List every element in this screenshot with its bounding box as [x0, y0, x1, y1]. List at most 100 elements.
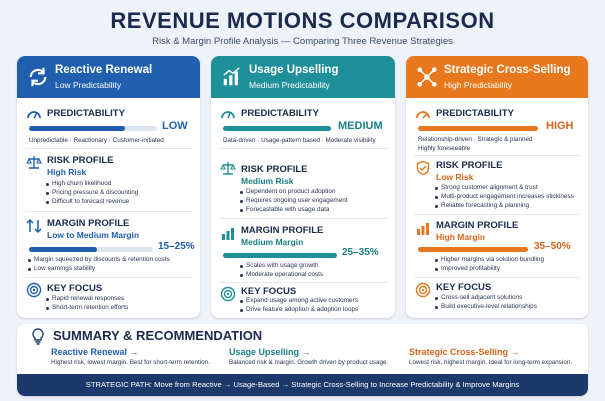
predictability-bar-fill	[223, 126, 331, 131]
card-header: Reactive Renewal Low Predictability	[17, 56, 200, 98]
summary-item-desc: Lowest risk, highest margin. Ideal for l…	[409, 359, 573, 366]
page-title: REVENUE MOTIONS COMPARISON	[110, 8, 495, 33]
list-item: Moderate operational costs	[239, 271, 323, 280]
list-item: Strong customer alignment & trust	[434, 184, 574, 193]
summary-item-title: Strategic Cross-Selling →	[409, 347, 520, 357]
margin-level: Medium Margin	[241, 237, 304, 247]
list-item: Multi-product engagement increases stick…	[434, 193, 574, 202]
margin-bar	[29, 247, 153, 252]
list-item: Build executive-level relationships	[434, 303, 537, 312]
divider	[219, 218, 387, 219]
gauge-icon	[416, 111, 430, 119]
risk-points: Strong customer alignment & trust Multi-…	[434, 184, 574, 210]
risk-heading: RISK PROFILE	[47, 155, 114, 166]
focus-heading: KEY FOCUS	[436, 282, 492, 293]
list-item: Pricing pressure & discounting	[45, 189, 138, 198]
predictability-bar-fill	[29, 126, 125, 131]
risk-heading: RISK PROFILE	[241, 164, 308, 175]
divider	[414, 155, 580, 156]
predictability-heading: PREDICTABILITY	[47, 108, 125, 119]
margin-points: Higher margins via solution bundling Imp…	[434, 256, 544, 274]
strategic-path-banner: STRATEGIC PATH: Move from Reactive → Usa…	[17, 374, 588, 396]
margin-points: Scales with usage growth Moderate operat…	[239, 262, 323, 280]
margin-bar-fill	[29, 247, 98, 252]
summary-panel: SUMMARY & RECOMMENDATION Reactive Renewa…	[17, 324, 588, 396]
card-header: Usage Upselling Medium Predictability	[211, 56, 395, 98]
margin-heading: MARGIN PROFILE	[436, 220, 519, 231]
arrows-icon	[26, 218, 42, 234]
list-item: High churn likelihood	[45, 180, 138, 189]
scale-icon	[26, 156, 42, 169]
margin-range: 25–35%	[342, 247, 379, 258]
list-item: Margin squeezed by discounts & retention…	[27, 256, 170, 265]
focus-heading: KEY FOCUS	[241, 286, 297, 297]
list-item: Difficult to forecast revenue	[45, 198, 138, 207]
summary-item-title: Usage Upselling →	[229, 347, 311, 357]
predictability-level: LOW	[162, 120, 188, 132]
predictability-bar	[223, 126, 331, 131]
risk-level: High Risk	[47, 167, 87, 177]
predictability-level: HIGH	[546, 120, 574, 132]
margin-bar-fill	[223, 253, 337, 258]
predictability-bar-fill	[418, 126, 538, 131]
summary-item-desc: Highest risk, lowest margin. Best for sh…	[51, 359, 210, 366]
bar-chart-icon	[223, 67, 240, 86]
lightbulb-icon	[32, 328, 44, 345]
summary-item-desc: Balanced risk & margin. Growth driven by…	[229, 359, 389, 366]
divider	[25, 211, 192, 212]
card-tag: Medium Predictability	[249, 80, 330, 90]
list-item: Rapid renewal responses	[45, 295, 128, 304]
margin-level: Low to Medium Margin	[47, 230, 140, 240]
card-reactive-renewal: Reactive Renewal Low Predictability PRED…	[17, 56, 200, 318]
card-usage-upselling: Usage Upselling Medium Predictability PR…	[211, 56, 395, 318]
predictability-note: Unpredictable · Reactionary · Customer-i…	[29, 137, 164, 144]
margin-range: 35–50%	[534, 241, 571, 252]
margin-range: 15–25%	[158, 241, 195, 252]
divider	[414, 214, 580, 215]
divider	[219, 282, 387, 283]
list-item: Drive feature adoption & adoption loops	[239, 306, 358, 315]
summary-title: SUMMARY & RECOMMENDATION	[53, 328, 263, 343]
network-icon	[417, 67, 437, 87]
bar-chart-icon	[417, 223, 429, 235]
margin-heading: MARGIN PROFILE	[241, 225, 324, 236]
list-item: Cross-sell adjacent solutions	[434, 294, 537, 303]
risk-points: Dependent on product adoption Requires o…	[239, 188, 348, 214]
target-icon	[220, 286, 236, 302]
card-header: Strategic Cross-Selling High Predictabil…	[406, 56, 588, 98]
predictability-bar	[29, 126, 157, 131]
list-item: Improved profitability	[434, 265, 544, 274]
list-item: Forecastable with usage data	[239, 206, 348, 215]
predictability-bar	[418, 126, 538, 131]
margin-bar	[223, 253, 337, 258]
predictability-note-line: Relationship-driven · Strategic & planne…	[418, 136, 533, 143]
margin-points: Margin squeezed by discounts & retention…	[27, 256, 170, 274]
divider	[25, 148, 192, 149]
margin-level: High Margin	[436, 232, 486, 242]
list-item: Low earnings stability	[27, 265, 170, 274]
list-item: Dependent on product adoption	[239, 188, 348, 197]
card-title: Strategic Cross-Selling	[444, 64, 571, 76]
refresh-icon	[29, 67, 47, 87]
list-item: Higher margins via solution bundling	[434, 256, 544, 265]
focus-points: Cross-sell adjacent solutions Build exec…	[434, 294, 537, 312]
risk-points: High churn likelihood Pricing pressure &…	[45, 180, 138, 206]
divider	[219, 148, 387, 149]
risk-heading: RISK PROFILE	[436, 160, 503, 171]
predictability-level: MEDIUM	[338, 120, 383, 132]
target-icon	[26, 282, 42, 298]
scale-icon	[220, 162, 236, 175]
card-tag: High Predictability	[444, 80, 513, 90]
page-subtitle: Risk & Margin Profile Analysis — Compari…	[152, 36, 453, 47]
bar-chart-icon	[222, 228, 234, 240]
list-item: Short-term retention efforts	[45, 304, 128, 313]
margin-heading: MARGIN PROFILE	[47, 218, 130, 229]
divider	[25, 277, 192, 278]
card-title: Usage Upselling	[249, 64, 339, 76]
card-tag: Low Predictability	[55, 80, 122, 90]
target-icon	[415, 282, 431, 298]
predictability-heading: PREDICTABILITY	[241, 108, 319, 119]
list-item: Requires ongoing user engagement	[239, 197, 348, 206]
risk-level: Medium Risk	[241, 176, 294, 186]
gauge-icon	[27, 111, 41, 119]
